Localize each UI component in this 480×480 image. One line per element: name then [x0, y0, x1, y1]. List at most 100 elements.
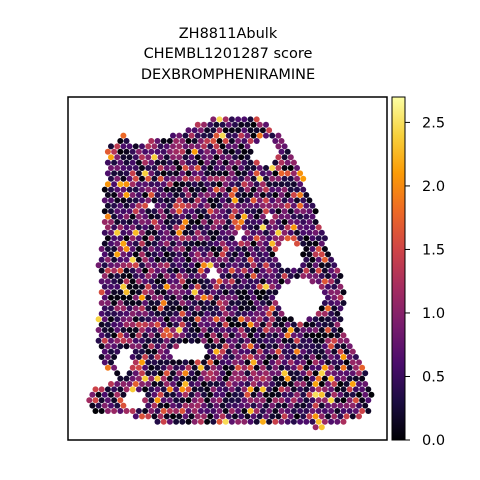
spot-point — [160, 181, 167, 188]
spot-point — [179, 397, 186, 404]
spot-point — [126, 337, 133, 344]
spot-point — [201, 240, 207, 247]
spot-point — [287, 208, 294, 215]
spot-point — [309, 256, 316, 263]
spot-point — [343, 413, 350, 420]
spot-point — [225, 229, 232, 236]
spot-point — [176, 208, 183, 215]
spot-point — [117, 321, 124, 328]
spot-point — [148, 267, 155, 274]
spot-point — [123, 181, 130, 188]
spot-point — [201, 273, 207, 279]
spot-point — [182, 132, 189, 139]
spot-point — [108, 197, 114, 204]
spot-point — [222, 224, 229, 231]
spot-point — [278, 343, 285, 350]
spot-point — [284, 408, 291, 414]
spot-point — [263, 348, 269, 355]
spot-point — [365, 386, 372, 393]
spot-point — [266, 235, 273, 242]
spot-point — [275, 381, 282, 387]
spot-point — [173, 321, 180, 328]
spot-point — [213, 132, 220, 139]
spot-point — [263, 197, 269, 204]
spot-point — [210, 332, 217, 339]
spot-point — [321, 408, 328, 414]
spot-point — [123, 375, 130, 382]
spot-point — [132, 294, 139, 301]
spot-point — [238, 316, 245, 323]
spot-point — [266, 278, 273, 285]
spot-point — [331, 337, 338, 344]
spot-point — [98, 267, 105, 274]
spot-point — [228, 364, 235, 371]
spot-point — [170, 132, 176, 139]
spot-point — [201, 165, 207, 171]
spot-point — [318, 327, 325, 333]
spot-point — [309, 408, 316, 414]
spot-point — [108, 316, 114, 323]
spot-point — [197, 289, 204, 296]
spot-point — [253, 364, 260, 371]
spot-point — [315, 278, 322, 285]
spot-point — [222, 116, 229, 123]
spot-point — [191, 148, 198, 155]
spot-point — [179, 148, 186, 155]
spot-point — [157, 370, 164, 377]
spot-point — [216, 170, 223, 177]
spot-point — [232, 229, 238, 236]
spot-point — [331, 273, 338, 279]
spot-point — [179, 364, 186, 371]
spot-point — [108, 283, 114, 290]
spot-point — [359, 397, 366, 404]
spot-point — [104, 192, 111, 198]
spot-point — [275, 402, 282, 409]
spot-point — [142, 202, 149, 209]
spot-point — [142, 256, 149, 263]
spot-point — [213, 121, 220, 128]
spot-point — [228, 375, 235, 382]
spot-point — [219, 273, 226, 279]
spot-point — [201, 294, 207, 301]
spot-point — [154, 364, 161, 371]
spot-point — [132, 337, 139, 344]
spot-point — [111, 213, 118, 220]
spot-point — [309, 267, 316, 274]
spot-point — [170, 327, 176, 333]
spot-point — [154, 321, 161, 328]
spot-point — [166, 289, 173, 296]
spot-point — [281, 316, 288, 323]
spot-point — [101, 283, 108, 290]
spot-point — [135, 246, 142, 252]
spot-point — [294, 348, 300, 355]
spot-point — [114, 391, 121, 398]
spot-point — [163, 251, 170, 258]
spot-point — [315, 408, 322, 414]
spot-point — [151, 175, 158, 182]
spot-point — [253, 127, 260, 134]
spot-point — [303, 213, 310, 220]
spot-point — [188, 327, 195, 333]
spot-point — [247, 343, 254, 350]
spot-point — [142, 148, 149, 155]
spot-point — [315, 246, 322, 252]
spot-point — [232, 305, 238, 312]
spot-point — [287, 165, 294, 171]
spot-point — [182, 197, 189, 204]
spot-point — [297, 375, 304, 382]
spot-point — [210, 343, 217, 350]
spot-point — [263, 337, 269, 344]
spot-point — [166, 343, 173, 350]
spot-point — [139, 327, 145, 333]
spot-point — [179, 386, 186, 393]
spot-point — [197, 224, 204, 231]
spot-point — [154, 213, 161, 220]
spot-point — [151, 337, 158, 344]
spot-point — [325, 273, 331, 279]
spot-point — [241, 170, 248, 177]
spot-point — [179, 300, 186, 306]
spot-point — [185, 267, 192, 274]
spot-point — [272, 397, 279, 404]
spot-point — [132, 327, 139, 333]
spot-point — [290, 159, 297, 166]
